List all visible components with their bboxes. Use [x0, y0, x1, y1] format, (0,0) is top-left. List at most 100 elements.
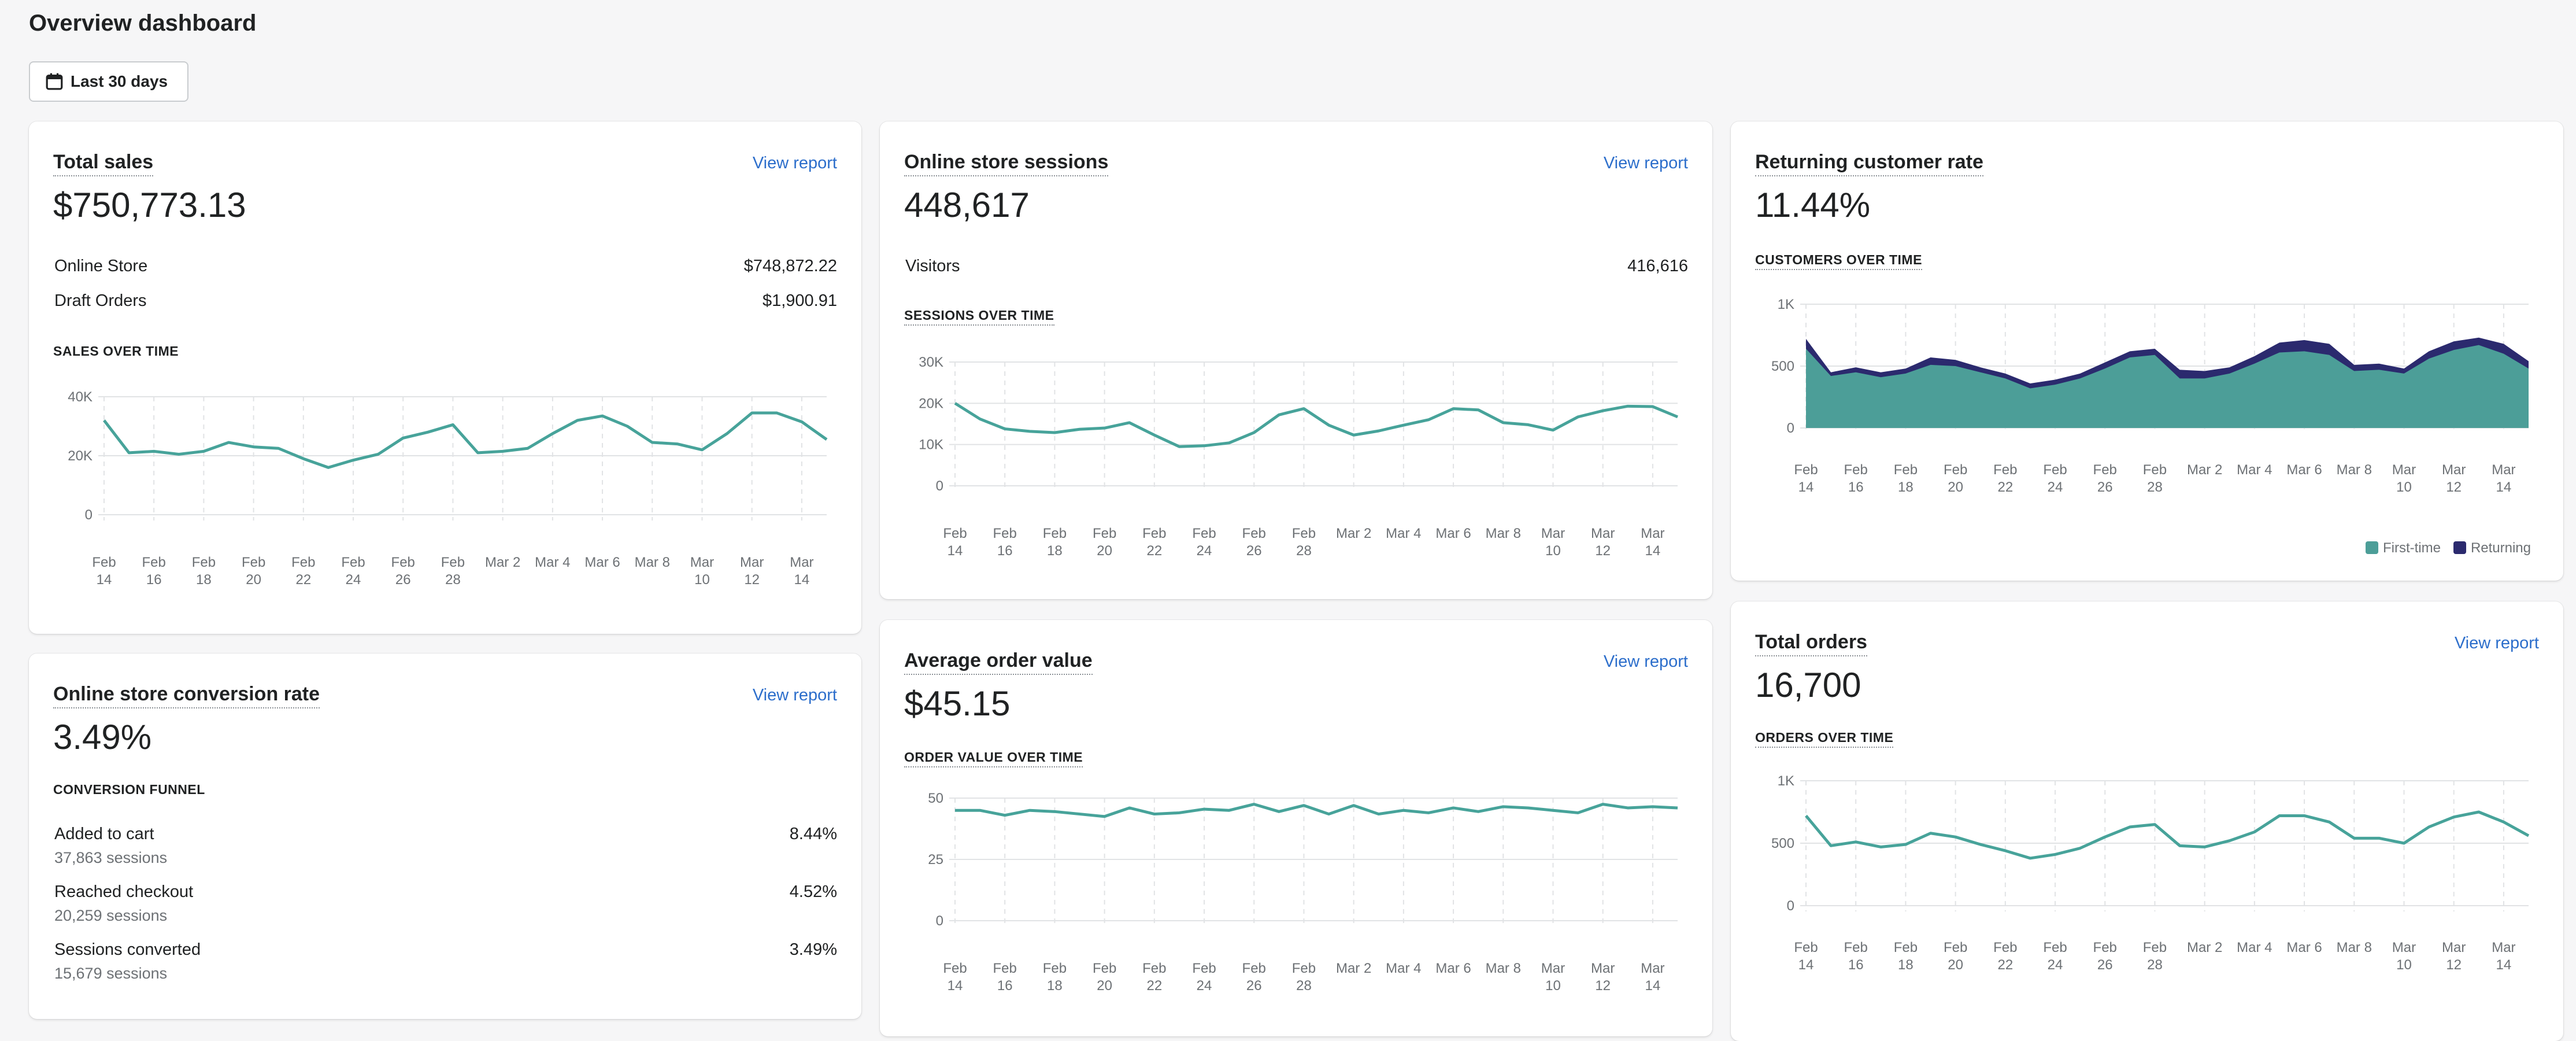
x-tick-label: 16 — [1848, 957, 1864, 973]
total-sales-card: Total sales View report $750,773.13 Onli… — [29, 121, 861, 634]
x-tick-label: 14 — [97, 572, 112, 588]
calendar-icon — [46, 73, 63, 90]
x-tick-label: 10 — [1545, 978, 1561, 994]
x-tick-label: Mar 6 — [2286, 462, 2322, 478]
x-tick-label: Mar 2 — [2187, 940, 2222, 955]
x-tick-label: 24 — [1197, 543, 1212, 559]
x-tick-label: 12 — [1595, 543, 1611, 559]
funnel-step-sessions: 37,863 sessions — [54, 849, 168, 866]
x-tick-label: 18 — [1047, 543, 1063, 559]
x-tick-label: 16 — [146, 572, 162, 588]
order-value-over-time-label: ORDER VALUE OVER TIME — [904, 750, 1083, 767]
x-tick-label: 12 — [744, 572, 760, 588]
x-tick-label: Feb — [1142, 961, 1166, 976]
sessions-view-report-link[interactable]: View report — [1603, 154, 1688, 172]
online-store-sessions-card: Online store sessions View report 448,61… — [880, 121, 1712, 599]
x-tick-label: Feb — [1844, 462, 1868, 478]
x-tick-label: Feb — [1292, 526, 1316, 541]
x-tick-label: Feb — [1192, 526, 1216, 541]
x-tick-label: Mar 8 — [1486, 961, 1521, 976]
date-range-button[interactable]: Last 30 days — [29, 61, 188, 102]
x-tick-label: Feb — [2043, 940, 2067, 955]
y-tick-label: 10K — [919, 437, 943, 453]
x-tick-label: 20 — [1097, 978, 1112, 994]
x-tick-label: 12 — [1595, 978, 1611, 994]
y-tick-label: 0 — [85, 507, 92, 523]
x-tick-label: Mar 6 — [584, 555, 620, 570]
y-tick-label: 1K — [1778, 297, 1794, 312]
x-tick-label: 14 — [1798, 479, 1814, 495]
x-tick-label: Mar — [2492, 940, 2515, 955]
x-tick-label: 14 — [948, 543, 963, 559]
x-tick-label: 18 — [1898, 957, 1914, 973]
orders-over-time-label: ORDERS OVER TIME — [1755, 730, 1894, 748]
total-orders-value: 16,700 — [1755, 666, 1861, 704]
legend-first-time: First-time — [2365, 540, 2441, 556]
x-tick-label: Feb — [1993, 940, 2017, 955]
y-tick-label: 500 — [1771, 836, 1794, 851]
x-tick-label: Feb — [441, 555, 465, 570]
x-tick-label: Mar — [2442, 462, 2466, 478]
page-title: Overview dashboard — [29, 10, 257, 36]
x-tick-label: 26 — [2097, 957, 2113, 973]
conversion-title[interactable]: Online store conversion rate — [53, 683, 320, 709]
x-tick-label: 26 — [395, 572, 411, 588]
x-tick-label: Mar 2 — [1336, 526, 1371, 541]
x-tick-label: 10 — [1545, 543, 1561, 559]
x-tick-label: Mar — [740, 555, 764, 570]
x-tick-label: Mar — [2492, 462, 2515, 478]
x-tick-label: Mar 2 — [485, 555, 520, 570]
returning-rate-value: 11.44% — [1755, 186, 1871, 224]
sessions-chart: 0 10K 20K 30K Feb 14 Feb 16 Feb 18 Feb 20 Feb 22 Feb 24… — [919, 355, 1678, 559]
sessions-title[interactable]: Online store sessions — [904, 151, 1109, 177]
total-sales-view-report-link[interactable]: View report — [752, 154, 837, 172]
funnel-step-sessions: 20,259 sessions — [54, 907, 168, 924]
x-tick-label: Feb — [1993, 462, 2017, 478]
x-tick-label: Feb — [391, 555, 415, 570]
x-tick-label: Feb — [92, 555, 116, 570]
x-tick-label: 16 — [997, 978, 1013, 994]
x-tick-label: Mar 8 — [635, 555, 670, 570]
x-tick-label: Mar — [790, 555, 813, 570]
x-tick-label: 12 — [2446, 957, 2462, 973]
orders-chart: 0 500 1K Feb 14 Feb 16 Feb 18 Feb 20 Feb 22 Feb 24 Feb 2… — [1771, 773, 2530, 973]
x-tick-label: 14 — [2496, 479, 2512, 495]
x-tick-label: 14 — [1798, 957, 1814, 973]
online-store-label: Online Store — [54, 257, 148, 275]
funnel-step-rate: 3.49% — [789, 940, 837, 959]
sales-chart: 0 20K 40K Feb 14 Feb 16 Feb 18 Feb 20 Feb 22 Feb 24 Feb… — [68, 389, 828, 588]
conversion-rate-card: Online store conversion rate View report… — [29, 654, 861, 1019]
total-orders-title[interactable]: Total orders — [1755, 631, 1867, 657]
x-tick-label: Mar 8 — [2337, 462, 2372, 478]
x-tick-label: Feb — [2143, 940, 2167, 955]
x-tick-label: Mar 8 — [2337, 940, 2372, 955]
x-tick-label: Mar — [1591, 526, 1615, 541]
funnel-step-label: Reached checkout — [54, 883, 194, 901]
x-tick-label: Feb — [142, 555, 166, 570]
aov-title[interactable]: Average order value — [904, 649, 1093, 675]
x-tick-label: 14 — [1645, 978, 1661, 994]
x-tick-label: 14 — [1645, 543, 1661, 559]
aov-view-report-link[interactable]: View report — [1603, 652, 1688, 671]
x-tick-label: Feb — [2093, 462, 2117, 478]
orders-view-report-link[interactable]: View report — [2454, 634, 2539, 652]
total-sales-title[interactable]: Total sales — [53, 151, 154, 177]
x-tick-label: 28 — [1296, 543, 1312, 559]
x-tick-label: Mar 4 — [2237, 940, 2272, 955]
x-tick-label: 18 — [196, 572, 212, 588]
conversion-view-report-link[interactable]: View report — [752, 686, 837, 704]
funnel-step-label: Sessions converted — [54, 940, 201, 959]
total-sales-value: $750,773.13 — [53, 186, 246, 224]
returning-rate-title[interactable]: Returning customer rate — [1755, 151, 1983, 177]
x-tick-label: 26 — [2097, 479, 2113, 495]
x-tick-label: Feb — [993, 526, 1017, 541]
x-tick-label: 14 — [2496, 957, 2512, 973]
y-tick-label: 20K — [68, 448, 92, 464]
x-tick-label: 14 — [948, 978, 963, 994]
sessions-value: 448,617 — [904, 186, 1030, 224]
draft-orders-label: Draft Orders — [54, 291, 147, 310]
x-tick-label: 10 — [2396, 957, 2412, 973]
x-tick-label: Mar — [1641, 526, 1664, 541]
x-tick-label: 28 — [1296, 978, 1312, 994]
x-tick-label: Mar 6 — [1435, 961, 1471, 976]
